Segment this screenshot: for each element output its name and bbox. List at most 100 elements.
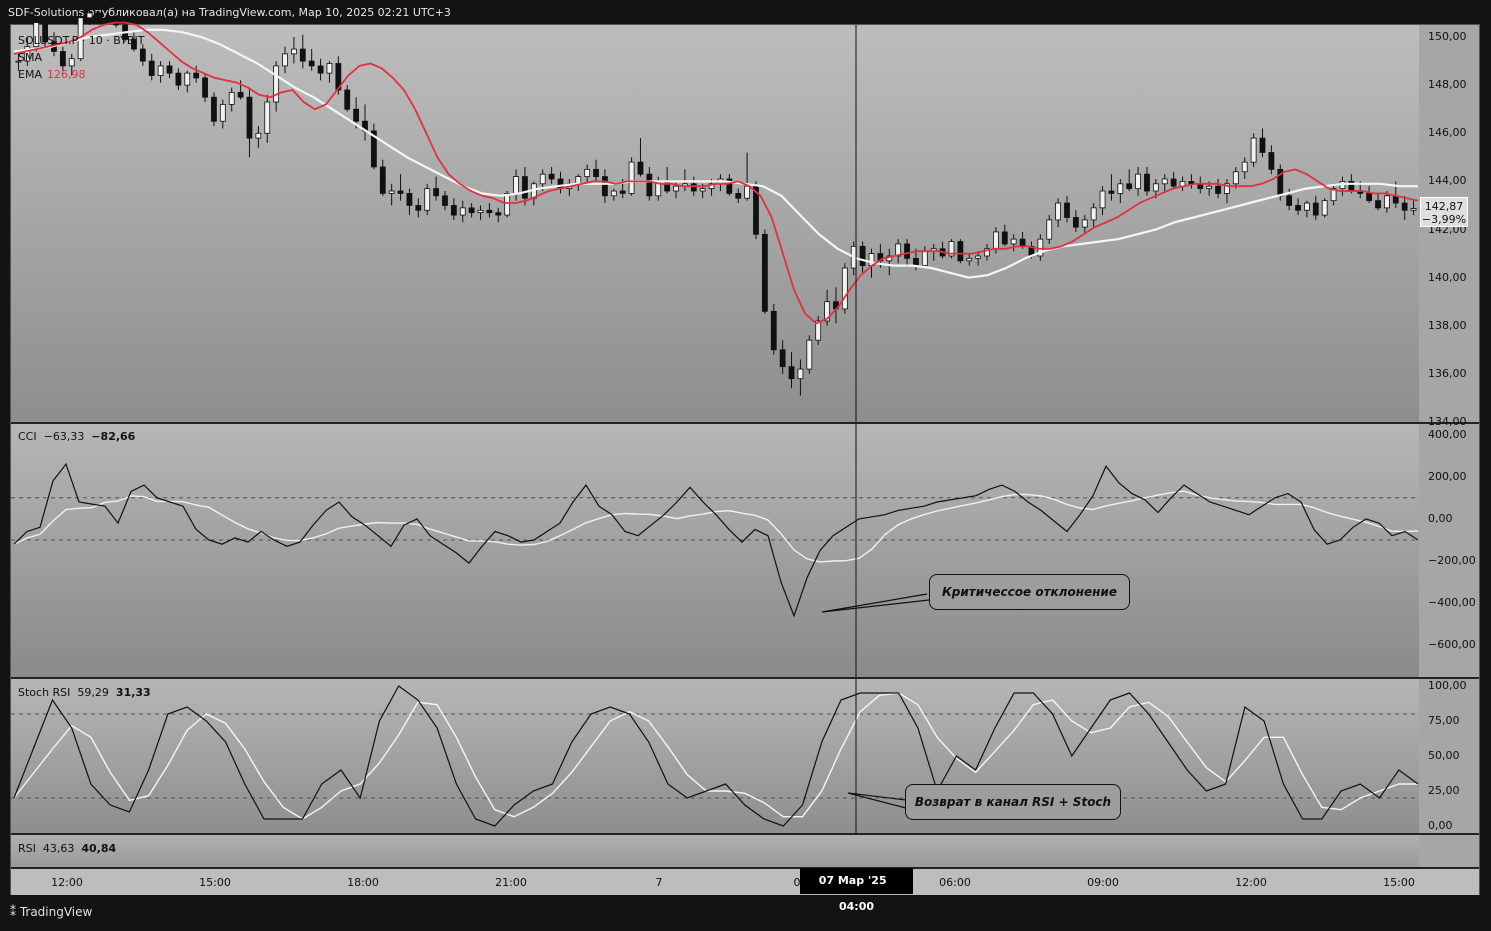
candle-body [815,320,822,341]
candle-body [539,173,546,185]
logo-text: TradingView [19,905,93,919]
stoch-tick: 100,00 [1428,679,1467,692]
candle-body [184,72,191,86]
candle-body [984,248,990,257]
candle-body [948,241,955,257]
stoch-value2: 31,33 [115,686,151,699]
candle-body [95,12,102,19]
candle-body [397,190,404,194]
candle-body [86,12,93,19]
candle-body [1170,178,1177,187]
stoch-k-line [13,685,1419,827]
candle-body [202,77,208,98]
candle-body [646,173,653,197]
candle-body [450,205,457,216]
candle-body [148,60,155,76]
candle-body [166,65,173,74]
price-tick: 136,00 [1428,366,1467,380]
candle-body [139,48,146,62]
candle-body [1099,190,1106,209]
cci-line [13,462,1419,618]
cci-pane [11,424,1419,677]
price-axis-bg [1419,25,1479,867]
candle-body [1321,200,1328,216]
tradingview-logo[interactable]: ⁑ TradingView [10,905,92,919]
time-tick: 15:00 [1383,876,1415,889]
cci-signal-line [13,490,1419,563]
candle-body [211,96,217,122]
stoch-name: Stoch RSI [18,686,71,699]
cci-annotation[interactable]: Критичесcое отклонение [929,574,1130,610]
candle-body [1286,195,1293,206]
candle-body [1241,161,1248,173]
candle-body [1206,185,1213,190]
rsi-label[interactable]: RSI 43,63 40,84 [18,842,116,855]
candle-body [913,257,919,267]
candle-body [388,190,395,194]
legend-sma[interactable]: SMA [18,51,42,64]
cci-tick: −400,00 [1428,596,1476,610]
candle-body [1383,195,1390,209]
candle-body [1366,193,1373,202]
candle-body [504,193,511,216]
rsi-value2: 40,84 [81,842,117,855]
stoch-pane [11,679,1419,833]
candle-body [735,193,742,199]
time-tick: 12:00 [51,876,83,889]
stoch-label[interactable]: Stoch RSI 59,29 31,33 [18,686,151,699]
candle-body [966,257,973,262]
candle-body [459,207,466,216]
candle-body [1250,137,1257,163]
candle-body [779,349,786,368]
price-tick: 146,00 [1428,126,1467,140]
candle-body [246,96,253,139]
legend-symbol[interactable]: SOLUSDT.P · 10 · BYBIT [18,34,145,47]
candle-body [806,339,813,370]
candle-body [1304,202,1310,211]
price-tick: 134,00 [1428,415,1467,428]
stoch-value1: 59,29 [77,686,109,699]
candle-body [1019,238,1026,247]
candle-body [1152,183,1159,192]
time-tick: 09:00 [1087,876,1119,889]
candle-body [824,301,830,322]
candle-body [522,176,528,199]
candle-body [193,72,200,79]
candle-body [859,245,866,267]
time-axis-bg [11,868,1479,895]
legend-ema-value: 126,98 [47,68,86,81]
candle-body [1375,200,1381,209]
time-tick: 12:00 [1235,876,1267,889]
candle-body [282,53,288,67]
candle-body [353,108,360,122]
candle-body [157,65,164,76]
candle-body [548,173,555,180]
candle-body [1037,238,1044,257]
legend-ema[interactable]: EMA [18,68,42,81]
candle-body [1401,202,1408,211]
candle-body [664,180,671,192]
cci-tick: −600,00 [1428,638,1476,652]
candle-body [1215,185,1221,194]
price-tick: 140,00 [1428,270,1467,284]
cci-tick: 400,00 [1428,427,1467,441]
cci-value2: −82,66 [91,430,136,443]
candle-body [219,104,226,122]
stoch-tick: 50,00 [1428,749,1460,762]
cci-label[interactable]: CCI −63,33 −82,66 [18,430,135,443]
candle-body [406,193,413,206]
candle-body [637,161,644,175]
candle-body [442,195,448,206]
candle-body [841,267,848,310]
candle-body [1268,152,1275,170]
candle-body [42,22,49,43]
candle-body [24,46,31,62]
candle-body [1010,238,1017,245]
time-tick: 0 [793,876,801,889]
stoch-tick: 0,00 [1428,819,1453,832]
candle-body [628,161,635,194]
ema-line [13,21,1419,325]
stoch-annotation[interactable]: Возврат в канал RSI + Stoch [905,784,1121,820]
candle-body [797,368,804,380]
